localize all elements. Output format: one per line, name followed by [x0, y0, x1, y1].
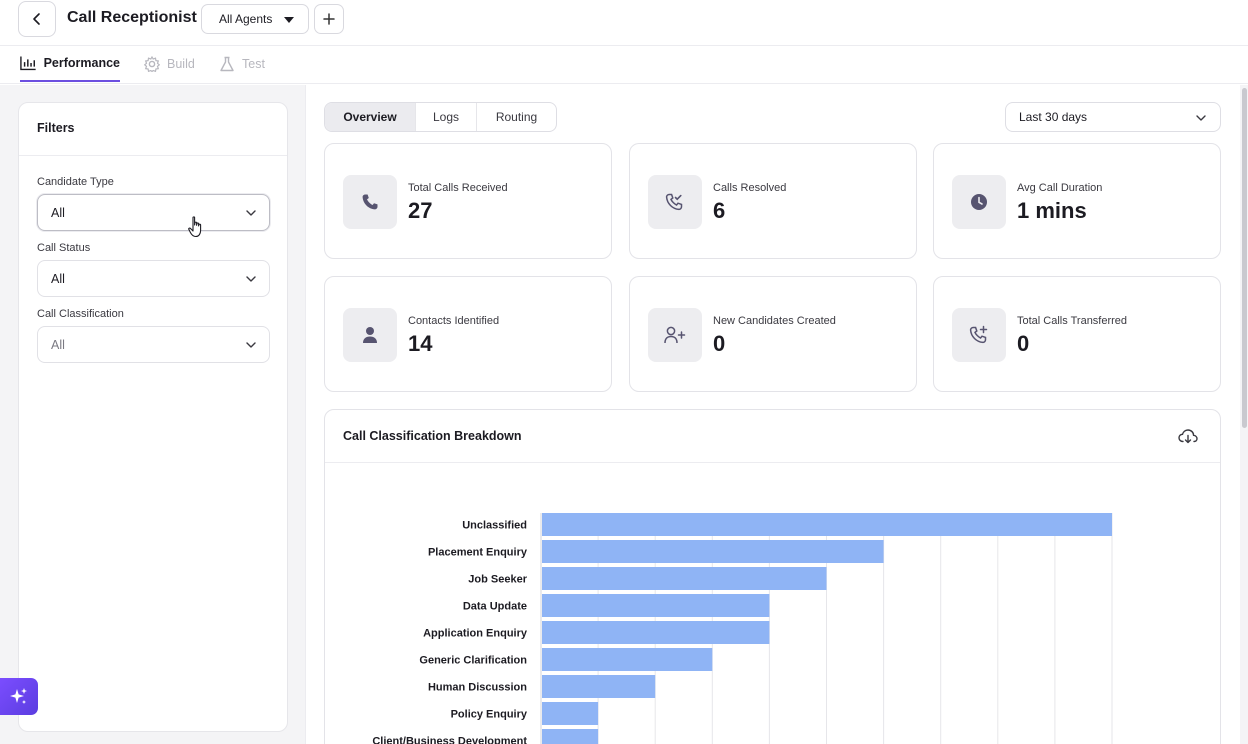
candidate-type-label: Candidate Type [37, 176, 114, 188]
chart-category-label: Human Discussion [428, 682, 527, 694]
stat-icon-box [952, 175, 1006, 229]
chart-card: Call Classification Breakdown Unclassifi… [324, 409, 1221, 744]
chevron-left-icon [33, 13, 40, 25]
ai-assistant-button[interactable] [0, 678, 38, 715]
tab-routing[interactable]: Routing [495, 110, 538, 124]
sparkles-icon [10, 687, 27, 704]
agent-select-value: All Agents [219, 12, 273, 26]
stat-value: 1 mins [1017, 198, 1087, 223]
filters-panel: Filters Candidate Type All Call Status A… [18, 102, 288, 732]
back-button[interactable] [18, 1, 56, 37]
tab-performance[interactable]: Performance [20, 46, 120, 82]
tab-build[interactable]: Build [144, 46, 195, 82]
chevron-down-icon [246, 342, 256, 348]
chart-category-label: Client/Business Development [372, 736, 527, 744]
stat-card-contacts-identified: Contacts Identified 14 [324, 276, 612, 392]
divider [19, 155, 287, 156]
stat-label: Avg Call Duration [1017, 182, 1103, 194]
chart-category-label: Job Seeker [468, 574, 527, 586]
tab-overview[interactable]: Overview [325, 103, 416, 131]
chart-category-label: Generic Clarification [419, 655, 527, 667]
tab-test-label: Test [242, 57, 265, 71]
stat-card-total-calls-received: Total Calls Received 27 [324, 143, 612, 259]
user-plus-icon [664, 326, 686, 344]
chart-bar[interactable] [542, 648, 713, 671]
chart-bar[interactable] [542, 594, 770, 617]
user-icon [363, 327, 377, 343]
stat-icon-box [952, 308, 1006, 362]
stat-card-new-candidates-created: New Candidates Created 0 [629, 276, 917, 392]
hand-pointer-icon [188, 216, 202, 238]
call-classification-value: All [51, 337, 65, 352]
tab-performance-label: Performance [43, 56, 120, 70]
stat-card-calls-resolved: Calls Resolved 6 [629, 143, 917, 259]
chart-title: Call Classification Breakdown [343, 429, 522, 443]
bar-chart-icon [20, 56, 36, 71]
gear-icon [144, 56, 160, 72]
call-classification-select[interactable]: All [37, 326, 270, 363]
add-button[interactable] [314, 4, 344, 34]
agent-select[interactable]: All Agents [201, 4, 309, 34]
chart-bar[interactable] [542, 567, 827, 590]
candidate-type-value: All [51, 205, 65, 220]
view-tabs: Overview Logs Routing [324, 102, 557, 132]
phone-check-icon [665, 193, 683, 211]
chevron-down-icon [246, 276, 256, 282]
call-status-select[interactable]: All [37, 260, 270, 297]
candidate-type-select[interactable]: All [37, 194, 270, 231]
stat-label: Calls Resolved [713, 182, 787, 194]
call-status-label: Call Status [37, 242, 91, 254]
stat-label: Contacts Identified [408, 315, 500, 327]
stat-label: Total Calls Received [408, 182, 508, 194]
stat-icon-box [648, 308, 702, 362]
flask-icon [220, 56, 234, 72]
date-range-value: Last 30 days [1019, 110, 1088, 124]
stat-icon-box [343, 175, 397, 229]
chart-category-label: Unclassified [462, 520, 527, 532]
phone-icon [362, 194, 378, 210]
chart-bar[interactable] [542, 513, 1112, 536]
date-range-select[interactable]: Last 30 days [1005, 102, 1221, 132]
stat-value: 14 [408, 331, 433, 356]
chevron-down-icon [246, 210, 256, 216]
stat-label: New Candidates Created [713, 315, 836, 327]
chart-bar[interactable] [542, 675, 656, 698]
chart-category-label: Data Update [463, 601, 527, 613]
chart-bar[interactable] [542, 540, 884, 563]
stat-label: Total Calls Transferred [1017, 315, 1128, 327]
stat-card-total-calls-transferred: Total Calls Transferred 0 [933, 276, 1221, 392]
tab-test[interactable]: Test [219, 46, 265, 82]
chart-bar[interactable] [542, 729, 599, 744]
call-status-value: All [51, 271, 65, 286]
top-bar: Call Receptionist All Agents [0, 0, 1248, 46]
chevron-down-icon [1196, 115, 1206, 121]
tab-logs[interactable]: Logs [416, 103, 477, 131]
plus-icon [323, 13, 335, 25]
stat-value: 6 [713, 198, 726, 223]
bar-chart: Unclassified Placement Enquiry Job Seeker D… [372, 513, 1113, 744]
nav-tabs: Performance Build Test [0, 46, 1248, 84]
phone-plus-icon [969, 325, 988, 344]
tab-build-label: Build [167, 57, 195, 71]
stat-value: 0 [1017, 331, 1030, 356]
chart-category-label: Placement Enquiry [428, 547, 528, 559]
filters-title: Filters [37, 121, 75, 135]
scrollbar-thumb[interactable] [1242, 88, 1247, 428]
chart-category-label: Policy Enquiry [451, 709, 528, 721]
caret-down-icon [284, 17, 294, 23]
chart-category-label: Application Enquiry [423, 628, 528, 640]
stat-icon-box [343, 308, 397, 362]
call-classification-label: Call Classification [37, 308, 124, 320]
stat-value: 0 [713, 331, 726, 356]
stat-value: 27 [408, 198, 433, 223]
divider [325, 462, 1220, 463]
chart-bar[interactable] [542, 702, 599, 725]
chart-bar[interactable] [542, 621, 770, 644]
stat-card-avg-call-duration: Avg Call Duration 1 mins [933, 143, 1221, 259]
cloud-download-icon[interactable] [1178, 428, 1198, 446]
clock-icon [971, 194, 987, 210]
page-title: Call Receptionist [67, 9, 197, 26]
stat-icon-box [648, 175, 702, 229]
